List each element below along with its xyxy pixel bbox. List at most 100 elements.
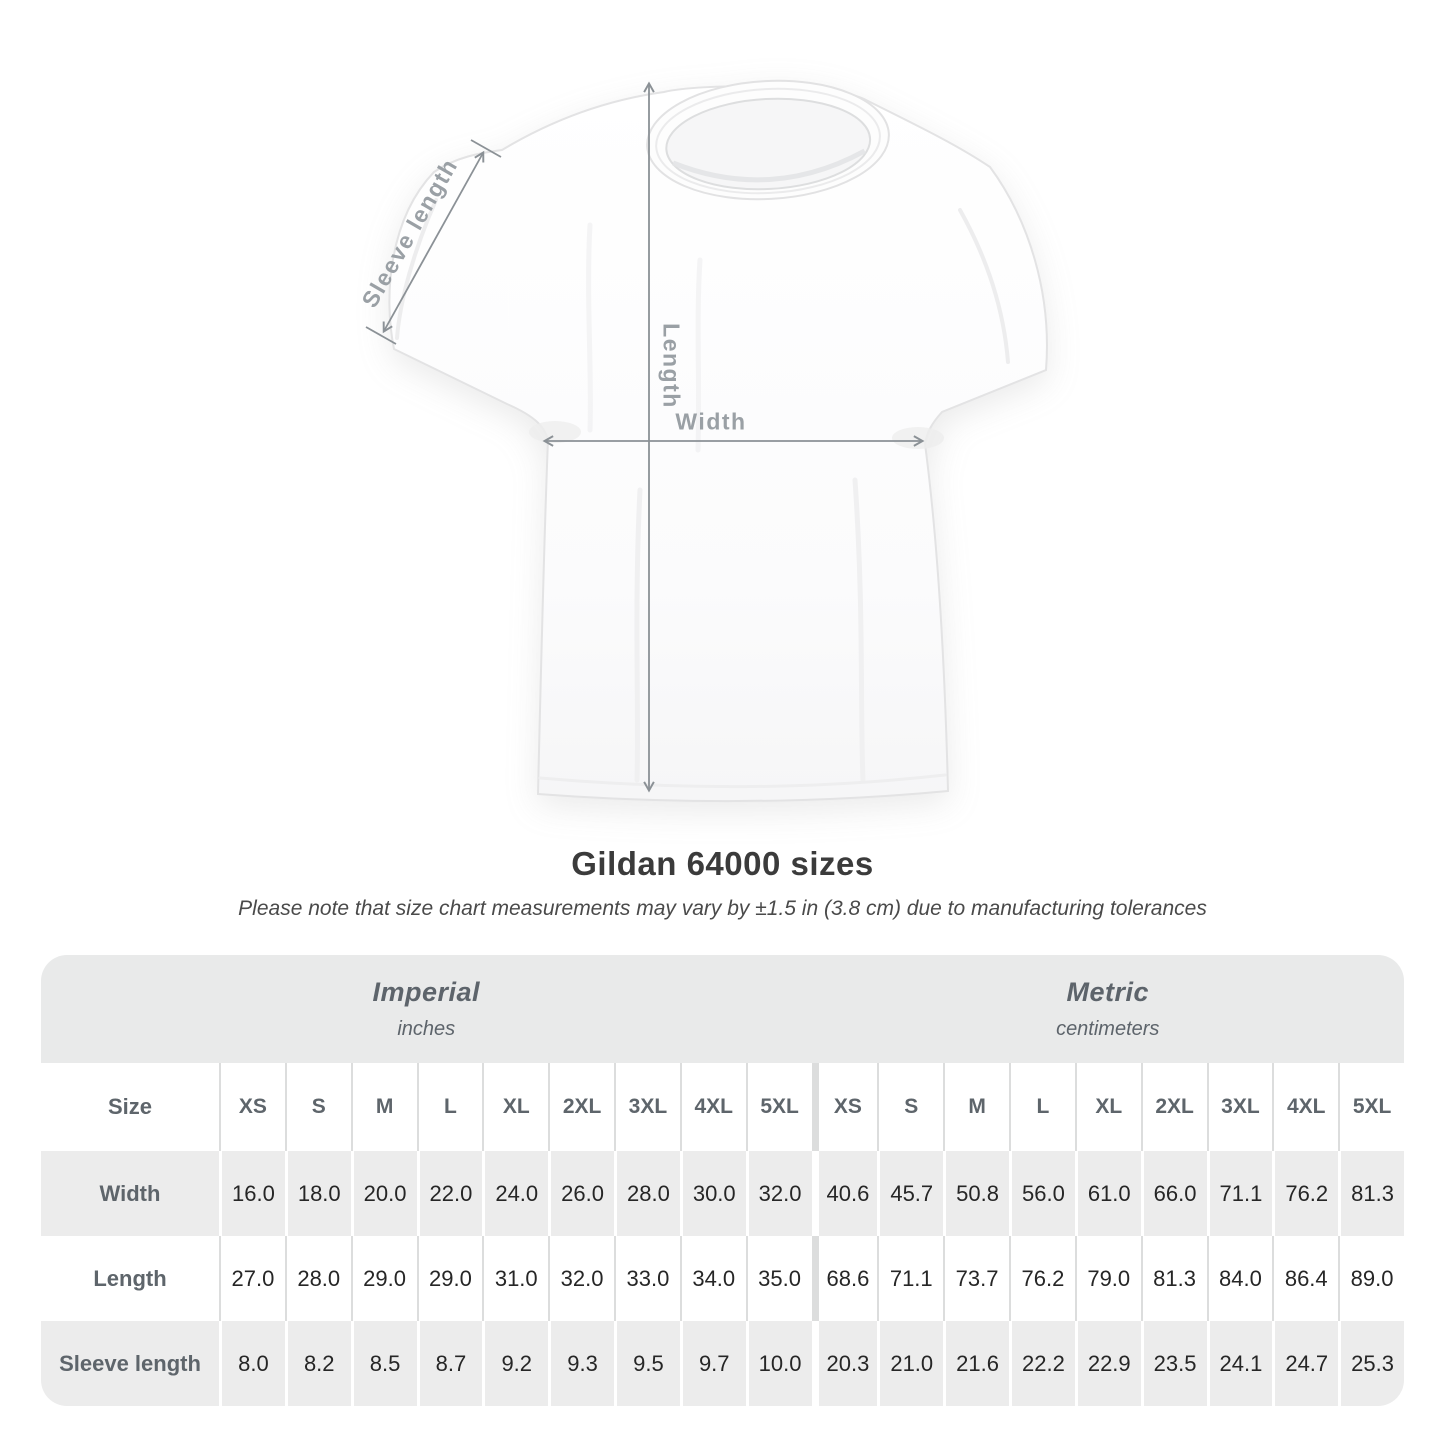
value-cell-imperial: 29.0 bbox=[416, 1236, 483, 1321]
sleeve-arrow-tick-top bbox=[470, 139, 502, 158]
size-col-imperial-s: S bbox=[284, 1063, 351, 1151]
unit-header: Imperial inches Metric centimeters bbox=[41, 955, 1404, 1063]
sleeve-arrow-tick-bottom bbox=[365, 326, 397, 345]
measurement-arrows bbox=[365, 81, 925, 793]
value-cell-metric: 21.0 bbox=[877, 1321, 943, 1406]
value-cell-imperial: 24.0 bbox=[482, 1151, 548, 1236]
imperial-sublabel: inches bbox=[397, 1018, 456, 1040]
value-cell-imperial: 8.5 bbox=[350, 1321, 417, 1406]
size-header-label: Size bbox=[107, 1094, 153, 1119]
value-cell-metric: 22.2 bbox=[1009, 1321, 1075, 1406]
value-cell-imperial: 32.0 bbox=[548, 1236, 614, 1321]
table-body: Width 16.0 18.0 20.0 22.0 24.0 26.0 28.0 30.0 32.… bbox=[41, 1151, 1404, 1406]
size-table: Imperial inches Metric centimeters Size X… bbox=[41, 955, 1404, 1406]
value-cell-imperial: 9.5 bbox=[614, 1321, 680, 1406]
size-col-metric-m: M bbox=[943, 1063, 1009, 1151]
value-cell-imperial: 9.3 bbox=[548, 1321, 614, 1406]
size-col-metric-4xl: 4XL bbox=[1272, 1063, 1338, 1151]
value-cell-metric: 24.7 bbox=[1272, 1321, 1338, 1406]
size-col-metric-l: L bbox=[1009, 1063, 1075, 1151]
value-cell-imperial: 30.0 bbox=[679, 1151, 746, 1236]
size-col-imperial-3xl: 3XL bbox=[614, 1063, 680, 1151]
metric-label: Metric bbox=[1066, 977, 1150, 1007]
value-cell-metric: 76.2 bbox=[1009, 1236, 1075, 1321]
size-col-imperial-m: M bbox=[350, 1063, 417, 1151]
row-label: Width bbox=[99, 1180, 161, 1206]
metric-sublabel: centimeters bbox=[1056, 1018, 1160, 1040]
imperial-label: Imperial bbox=[372, 977, 481, 1007]
value-cell-imperial: 9.7 bbox=[679, 1321, 746, 1406]
value-cell-imperial: 32.0 bbox=[745, 1151, 812, 1236]
data-row-width: Width 16.0 18.0 20.0 22.0 24.0 26.0 28.0 30.0 32.… bbox=[41, 1151, 1404, 1236]
value-cell-imperial: 31.0 bbox=[482, 1236, 548, 1321]
value-cell-imperial: 34.0 bbox=[679, 1236, 746, 1321]
value-cell-imperial: 9.2 bbox=[482, 1321, 548, 1406]
value-cell-imperial: 18.0 bbox=[284, 1151, 351, 1236]
size-col-imperial-5xl: 5XL bbox=[745, 1063, 812, 1151]
value-cell-imperial: 26.0 bbox=[548, 1151, 614, 1236]
value-cell-imperial: 28.0 bbox=[614, 1151, 680, 1236]
value-cell-imperial: 8.2 bbox=[284, 1321, 351, 1406]
value-cell-metric: 20.3 bbox=[811, 1321, 878, 1406]
size-col-metric-s: S bbox=[877, 1063, 943, 1151]
value-cell-imperial: 33.0 bbox=[614, 1236, 680, 1321]
value-cell-imperial: 20.0 bbox=[350, 1151, 417, 1236]
value-cell-metric: 24.1 bbox=[1206, 1321, 1273, 1406]
value-cell-metric: 81.3 bbox=[1338, 1151, 1404, 1236]
unit-header-imperial: Imperial inches bbox=[41, 955, 812, 1063]
value-cell-metric: 73.7 bbox=[943, 1236, 1009, 1321]
value-cell-metric: 56.0 bbox=[1009, 1151, 1075, 1236]
size-col-imperial-4xl: 4XL bbox=[679, 1063, 746, 1151]
value-cell-metric: 71.1 bbox=[1206, 1151, 1273, 1236]
value-cell-metric: 66.0 bbox=[1140, 1151, 1207, 1236]
value-cell-metric: 81.3 bbox=[1140, 1236, 1207, 1321]
size-col-imperial-l: L bbox=[416, 1063, 483, 1151]
data-row-sleeve-length: Sleeve length 8.0 8.2 8.5 8.7 9.2 9.3 9.5 9.7 10.… bbox=[41, 1321, 1404, 1406]
value-cell-metric: 25.3 bbox=[1338, 1321, 1404, 1406]
value-cell-imperial: 35.0 bbox=[745, 1236, 812, 1321]
length-label: Length bbox=[658, 323, 685, 409]
value-cell-metric: 22.9 bbox=[1074, 1321, 1141, 1406]
size-col-imperial-xs: XS bbox=[219, 1063, 285, 1151]
data-row-length: Length 27.0 28.0 29.0 29.0 31.0 32.0 33.0 34.0 35… bbox=[41, 1236, 1404, 1321]
value-cell-metric: 79.0 bbox=[1074, 1236, 1141, 1321]
size-col-metric-5xl: 5XL bbox=[1338, 1063, 1404, 1151]
value-cell-metric: 40.6 bbox=[811, 1151, 878, 1236]
size-col-metric-2xl: 2XL bbox=[1140, 1063, 1207, 1151]
value-cell-metric: 71.1 bbox=[877, 1236, 943, 1321]
value-cell-metric: 84.0 bbox=[1206, 1236, 1273, 1321]
value-cell-metric: 86.4 bbox=[1272, 1236, 1338, 1321]
value-cell-imperial: 8.0 bbox=[219, 1321, 285, 1406]
size-col-metric-xs: XS bbox=[811, 1063, 878, 1151]
tolerance-note: Please note that size chart measurements… bbox=[238, 897, 1207, 920]
size-col-metric-3xl: 3XL bbox=[1206, 1063, 1273, 1151]
unit-header-metric: Metric centimeters bbox=[812, 955, 1405, 1063]
value-cell-imperial: 29.0 bbox=[350, 1236, 417, 1321]
value-cell-metric: 45.7 bbox=[877, 1151, 943, 1236]
row-label: Length bbox=[93, 1265, 167, 1291]
value-cell-metric: 50.8 bbox=[943, 1151, 1009, 1236]
size-col-metric-xl: XL bbox=[1074, 1063, 1141, 1151]
collar bbox=[646, 79, 890, 201]
size-col-imperial-2xl: 2XL bbox=[548, 1063, 614, 1151]
size-col-imperial-xl: XL bbox=[482, 1063, 548, 1151]
size-header-row: Size XS S M L XL 2XL 3XL 4XL 5XL XS S M L XL 2XL 3XL 4XL 5… bbox=[41, 1063, 1404, 1151]
value-cell-metric: 68.6 bbox=[811, 1236, 878, 1321]
value-cell-imperial: 16.0 bbox=[219, 1151, 285, 1236]
row-label: Sleeve length bbox=[59, 1350, 201, 1376]
value-cell-metric: 23.5 bbox=[1140, 1321, 1207, 1406]
value-cell-metric: 61.0 bbox=[1074, 1151, 1141, 1236]
width-label: Width bbox=[675, 408, 747, 435]
value-cell-metric: 76.2 bbox=[1272, 1151, 1338, 1236]
value-cell-metric: 21.6 bbox=[943, 1321, 1009, 1406]
value-cell-imperial: 27.0 bbox=[219, 1236, 285, 1321]
value-cell-imperial: 10.0 bbox=[745, 1321, 812, 1406]
value-cell-imperial: 8.7 bbox=[416, 1321, 483, 1406]
sleeve-arrow bbox=[382, 150, 485, 334]
value-cell-imperial: 28.0 bbox=[284, 1236, 351, 1321]
size-chart-title: Gildan 64000 sizes bbox=[571, 845, 874, 882]
value-cell-metric: 89.0 bbox=[1338, 1236, 1404, 1321]
value-cell-imperial: 22.0 bbox=[416, 1151, 483, 1236]
tshirt-diagram: Sleeve length Length Width bbox=[340, 50, 1100, 830]
